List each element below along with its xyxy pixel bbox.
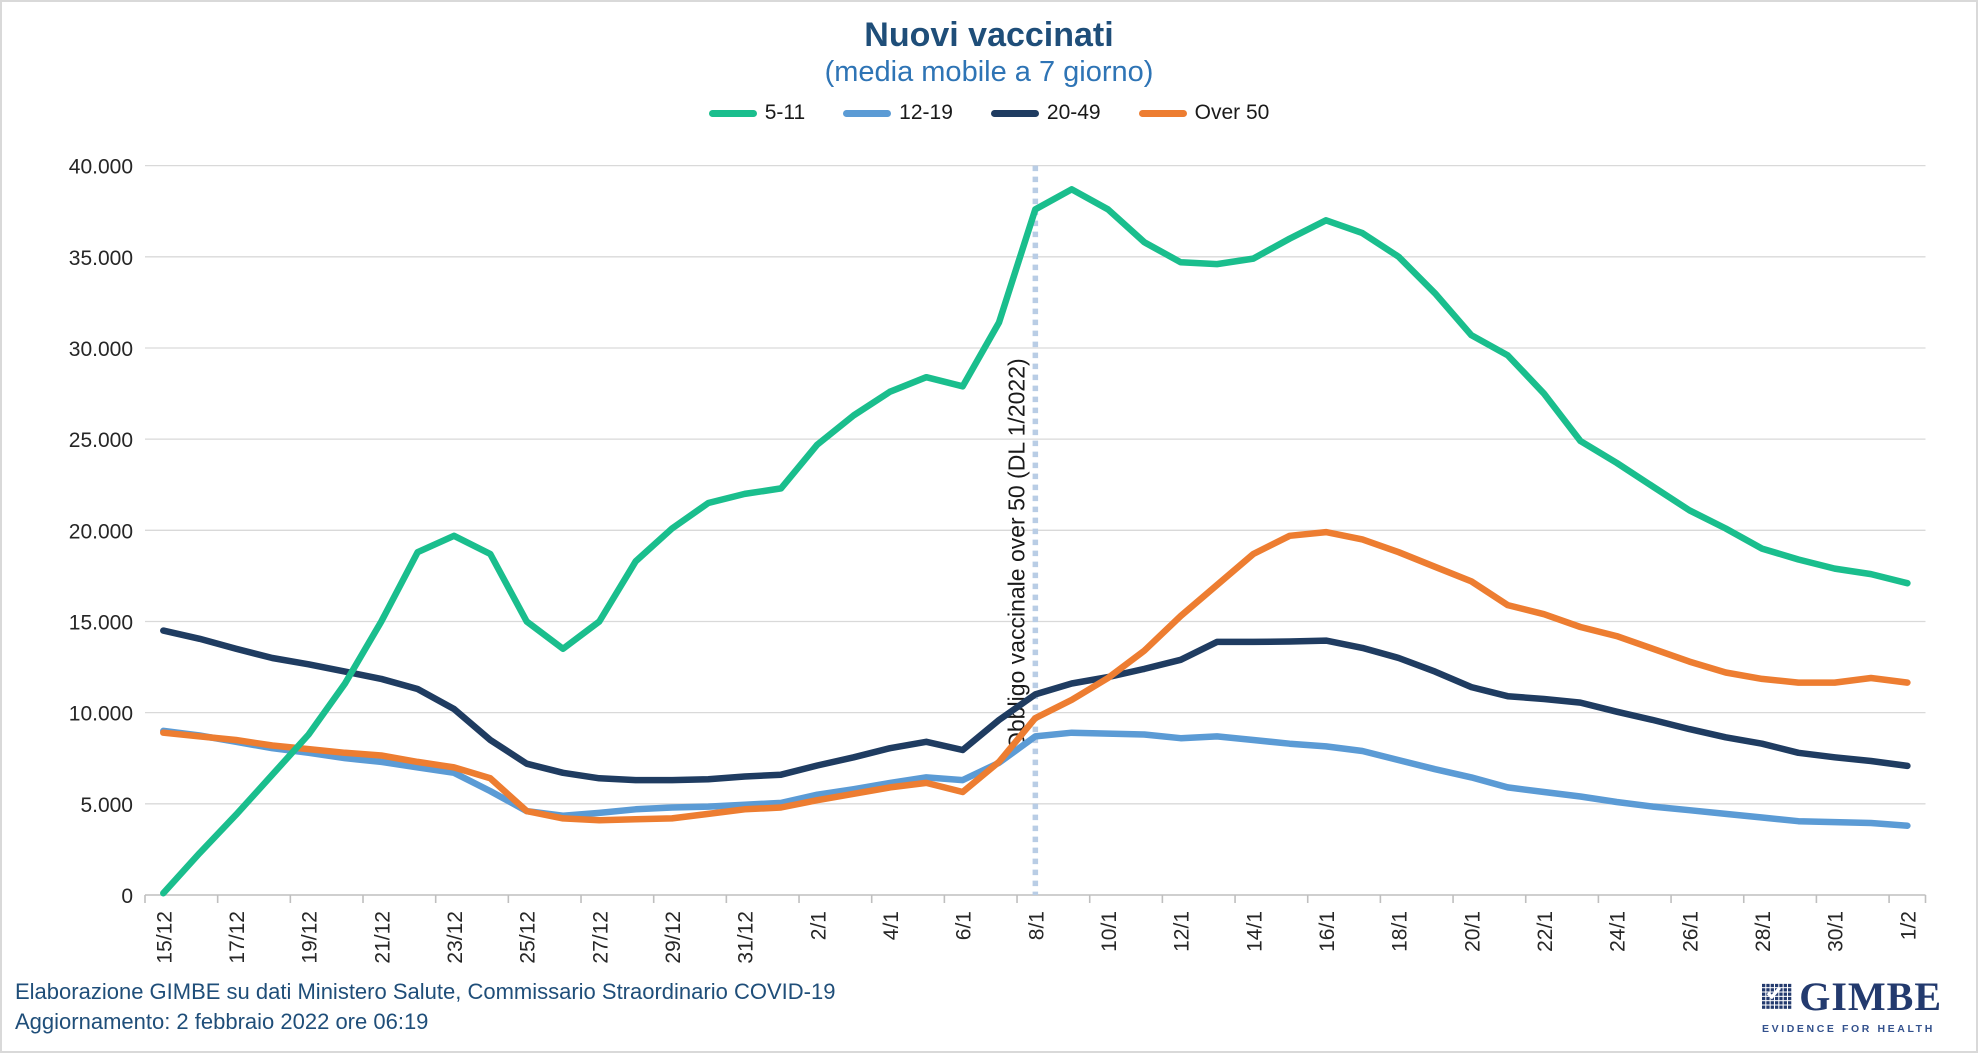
series-over-50 bbox=[160, 528, 1911, 824]
x-tick-label: 15/12 bbox=[153, 911, 176, 964]
y-tick-label: 40.000 bbox=[69, 156, 133, 179]
y-tick-label: 30.000 bbox=[69, 338, 133, 361]
x-tick-label: 22/1 bbox=[1534, 911, 1557, 952]
x-tick-label: 4/1 bbox=[880, 911, 903, 940]
x-tick-label: 17/12 bbox=[226, 911, 249, 964]
source-note: Elaborazione GIMBE su dati Ministero Sal… bbox=[15, 977, 835, 1037]
legend-line-icon bbox=[843, 109, 892, 117]
x-tick-label: 20/1 bbox=[1461, 911, 1484, 952]
y-tick-label: 5.000 bbox=[80, 794, 133, 817]
legend-label: Over 50 bbox=[1194, 101, 1270, 124]
x-tick-label: 25/12 bbox=[517, 911, 540, 964]
x-tick-label: 21/12 bbox=[371, 911, 394, 964]
x-tick-label: 30/1 bbox=[1825, 911, 1848, 952]
annotation-label: Obbligo vaccinale over 50 (DL 1/2022) bbox=[1003, 358, 1029, 750]
x-tick-label: 27/12 bbox=[589, 911, 612, 964]
x-tick-label: 8/1 bbox=[1025, 911, 1048, 940]
logo-text: GIMBE bbox=[1799, 974, 1942, 1019]
legend-item-over-50: Over 50 bbox=[1138, 101, 1270, 125]
x-tick-label: 18/1 bbox=[1389, 911, 1412, 952]
x-tick-label: 28/1 bbox=[1752, 911, 1775, 952]
y-tick-label: 0 bbox=[121, 885, 133, 908]
y-tick-label: 10.000 bbox=[69, 703, 133, 726]
x-tick-label: 6/1 bbox=[953, 911, 976, 940]
x-tick-label: 2/1 bbox=[807, 911, 830, 940]
legend-item-12-19: 12-19 bbox=[843, 101, 953, 125]
page-subtitle: (media mobile a 7 giorno) bbox=[824, 56, 1154, 88]
x-tick-labels: 15/12 17/12 19/12 21/12 23/12 25/12 27/12 29/12… bbox=[153, 911, 1920, 964]
series-12-19 bbox=[160, 727, 1911, 829]
update-line: Aggiornamento: 2 febbraio 2022 ore 06:19 bbox=[15, 1009, 429, 1034]
y-tick-label: 20.000 bbox=[69, 520, 133, 543]
source-line: Elaborazione GIMBE su dati Ministero Sal… bbox=[15, 979, 836, 1004]
x-axis-ticks bbox=[144, 895, 1927, 903]
x-tick-label: 26/1 bbox=[1679, 911, 1702, 952]
legend-line-icon bbox=[708, 109, 757, 117]
y-tick-label: 15.000 bbox=[69, 611, 133, 634]
annotation-obbligo-vaccinale: Obbligo vaccinale over 50 (DL 1/2022) bbox=[1003, 165, 1039, 895]
x-tick-label: 12/1 bbox=[1171, 911, 1194, 952]
legend-item-20-49: 20-49 bbox=[990, 101, 1101, 125]
legend-label: 12-19 bbox=[899, 101, 953, 124]
legend-item-5-11: 5-11 bbox=[708, 101, 806, 125]
x-tick-label: 19/12 bbox=[299, 911, 322, 964]
x-tick-label: 16/1 bbox=[1316, 911, 1339, 952]
chart-legend: 5-11 12-19 20-49 Over 50 bbox=[2, 101, 1976, 125]
legend-label: 5-11 bbox=[764, 101, 806, 124]
x-tick-label: 10/1 bbox=[1098, 911, 1121, 952]
series-20-49 bbox=[160, 627, 1911, 784]
x-tick-label: 31/12 bbox=[735, 911, 758, 964]
x-tick-label: 29/12 bbox=[662, 911, 685, 964]
x-tick-label: 23/12 bbox=[444, 911, 467, 964]
page-title: Nuovi vaccinati bbox=[864, 16, 1114, 54]
x-tick-label: 14/1 bbox=[1243, 911, 1266, 952]
x-tick-label: 1/2 bbox=[1897, 911, 1920, 940]
y-tick-label: 35.000 bbox=[69, 247, 133, 270]
logo-tagline: EVIDENCE FOR HEALTH bbox=[1762, 1023, 1935, 1035]
legend-label: 20-49 bbox=[1046, 101, 1101, 124]
x-tick-label: 24/1 bbox=[1607, 911, 1630, 952]
legend-line-icon bbox=[990, 109, 1039, 117]
legend-line-icon bbox=[1138, 109, 1187, 117]
gimbe-logo: GIMBE EVIDENCE FOR HEALTH bbox=[1762, 974, 1942, 1035]
y-tick-label: 25.000 bbox=[69, 429, 133, 452]
gridlines: 0 5.000 10.000 15.000 20.000 25.000 30.000 35.0… bbox=[69, 156, 1926, 908]
gimbe-logo-icon bbox=[1762, 983, 1792, 1009]
series-5-11 bbox=[160, 186, 1911, 897]
